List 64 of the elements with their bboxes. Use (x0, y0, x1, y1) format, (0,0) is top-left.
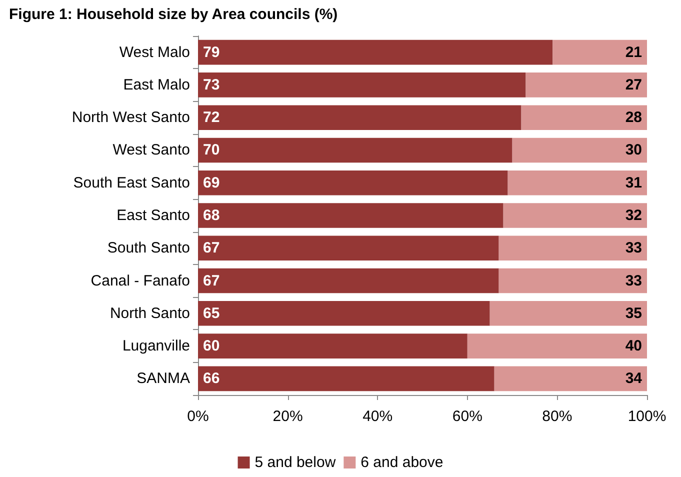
bar (198, 170, 508, 196)
bar (198, 203, 504, 228)
y-tick-label: West Malo (119, 44, 190, 61)
data-label: 72 (203, 109, 220, 126)
x-tick-label: 80% (542, 408, 572, 425)
bar (512, 138, 647, 163)
data-label: 68 (203, 207, 220, 224)
y-tick-label: SANMA (136, 370, 190, 388)
bar (198, 366, 494, 392)
bar (521, 105, 647, 130)
data-label: 27 (625, 76, 642, 94)
bar (198, 268, 499, 294)
bar (198, 236, 499, 261)
legend-label: 6 and above (360, 454, 444, 471)
data-label: 32 (625, 207, 642, 224)
bar (503, 203, 647, 228)
bar (552, 40, 647, 65)
bar (498, 268, 647, 294)
x-tick-label: 20% (272, 408, 303, 425)
bar (198, 40, 553, 65)
data-label: 73 (203, 76, 220, 94)
data-label: 65 (203, 304, 220, 322)
legend-label: 5 and below (254, 454, 336, 471)
bar (198, 301, 490, 326)
data-label: 33 (625, 272, 642, 290)
x-tick-label: 0% (187, 408, 209, 425)
y-tick-label: North Santo (110, 304, 190, 322)
data-label: 34 (625, 370, 643, 388)
y-tick-label: South Santo (107, 240, 190, 257)
bar (198, 72, 526, 98)
x-tick-label: 100% (628, 408, 666, 425)
data-label: 31 (625, 174, 642, 192)
data-label: 21 (625, 44, 642, 61)
chart-title: Figure 1: Household size by Area councils (%) (9, 6, 338, 23)
y-tick-label: North West Santo (72, 109, 190, 126)
y-tick-label: East Santo (116, 207, 190, 224)
x-tick-label: 60% (452, 408, 482, 425)
bar (198, 138, 512, 163)
data-label: 33 (625, 240, 642, 257)
data-label: 66 (203, 370, 220, 388)
bar (494, 366, 647, 392)
data-label: 60 (203, 338, 220, 355)
bar (526, 72, 647, 98)
data-label: 70 (203, 142, 220, 159)
bar (198, 334, 468, 358)
bar (467, 334, 647, 358)
bar (198, 105, 522, 130)
data-label: 67 (203, 272, 220, 290)
bar (498, 236, 647, 261)
y-tick-label: Luganville (122, 338, 190, 355)
y-tick-label: West Santo (112, 142, 190, 159)
y-tick-label: East Malo (123, 76, 190, 94)
data-label: 30 (625, 142, 642, 159)
x-tick-label: 40% (362, 408, 393, 425)
bar (508, 170, 647, 196)
data-label: 35 (625, 304, 642, 322)
data-label: 40 (625, 338, 642, 355)
y-tick-label: Canal - Fanafo (90, 272, 190, 290)
data-label: 67 (203, 240, 220, 257)
data-label: 28 (625, 109, 642, 126)
data-label: 79 (203, 44, 220, 61)
y-tick-label: South East Santo (73, 174, 190, 192)
bar (490, 301, 647, 326)
data-label: 69 (203, 174, 220, 192)
